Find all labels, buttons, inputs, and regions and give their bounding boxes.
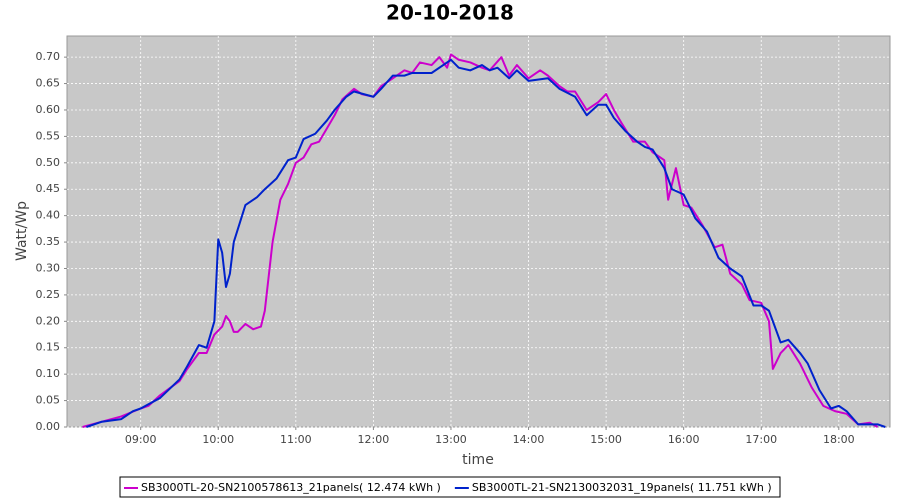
y-axis-label: Watt/Wp (14, 201, 30, 261)
legend-label: SB3000TL-21-SN2130032031_19panels( 11.75… (472, 481, 772, 494)
x-tick-label: 15:00 (590, 433, 622, 446)
x-tick-label: 17:00 (745, 433, 777, 446)
y-tick-label: 0.05 (36, 394, 61, 407)
x-tick-label: 14:00 (513, 433, 545, 446)
x-tick-label: 18:00 (823, 433, 855, 446)
y-tick-label: 0.15 (36, 341, 61, 354)
series-line (86, 58, 886, 428)
x-tick-label: 11:00 (280, 433, 312, 446)
y-tick-label: 0.55 (36, 129, 61, 142)
y-tick-label: 0.00 (36, 420, 61, 433)
x-tick-label: 16:00 (668, 433, 700, 446)
y-tick-label: 0.35 (36, 235, 61, 248)
y-tick-label: 0.60 (36, 103, 61, 116)
legend-label: SB3000TL-20-SN2100578613_21panels( 12.47… (141, 481, 441, 494)
legend-box (119, 476, 781, 498)
y-tick-label: 0.25 (36, 288, 61, 301)
plot-area (66, 35, 891, 428)
y-tick-label: 0.10 (36, 367, 61, 380)
x-tick-label: 12:00 (358, 433, 390, 446)
y-tick-label: 0.20 (36, 314, 61, 327)
x-tick-label: 09:00 (125, 433, 157, 446)
y-tick-label: 0.50 (36, 156, 61, 169)
y-tick-label: 0.30 (36, 261, 61, 274)
y-tick-label: 0.70 (36, 50, 61, 63)
y-tick-label: 0.45 (36, 182, 61, 195)
x-tick-label: 13:00 (435, 433, 467, 446)
series-line (82, 53, 879, 428)
x-tick-label: 10:00 (202, 433, 234, 446)
y-tick-label: 0.65 (36, 77, 61, 90)
chart-title: 20-10-2018 (386, 1, 514, 25)
y-tick-label: 0.40 (36, 209, 61, 222)
x-axis-label: time (462, 452, 494, 468)
